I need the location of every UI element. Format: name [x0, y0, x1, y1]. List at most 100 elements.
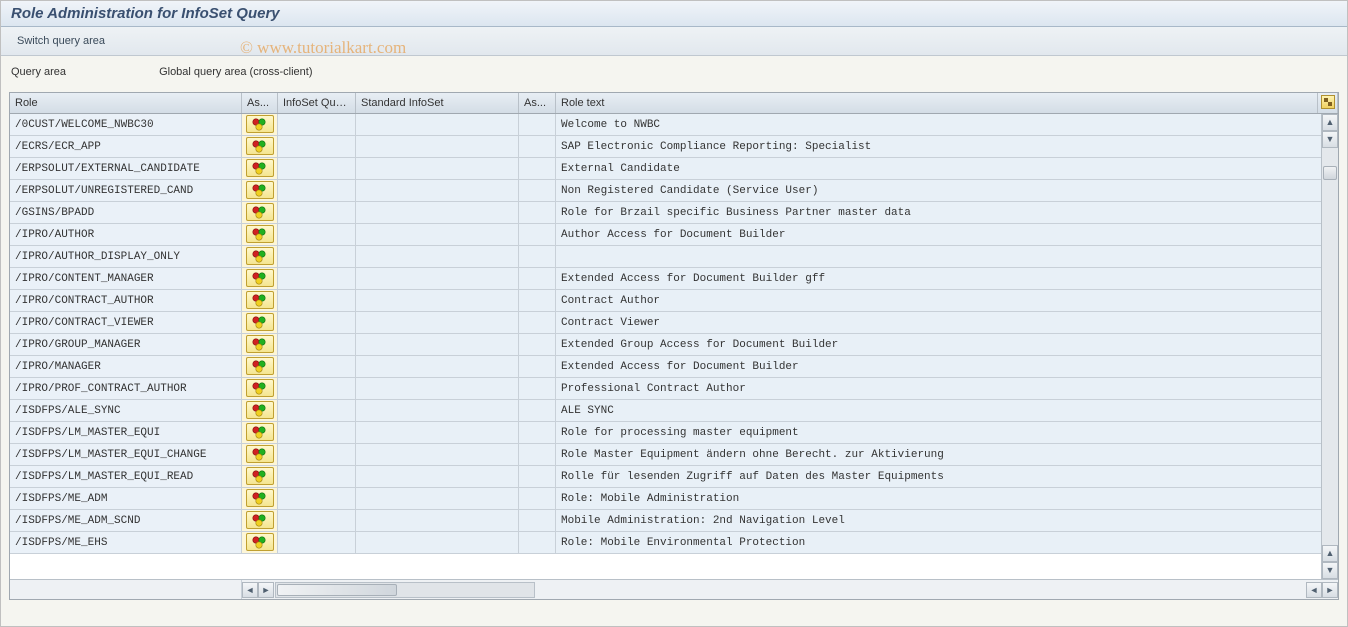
cell-standard-infoset[interactable]: [356, 246, 519, 267]
cell-assign2[interactable]: [519, 158, 556, 179]
cell-infoset-query[interactable]: [278, 114, 356, 135]
hscroll-thumb[interactable]: [277, 584, 397, 596]
cell-role[interactable]: /ERPSOLUT/UNREGISTERED_CAND: [10, 180, 242, 201]
cell-standard-infoset[interactable]: [356, 356, 519, 377]
cell-role[interactable]: /GSINS/BPADD: [10, 202, 242, 223]
table-row[interactable]: /ISDFPS/ME_ADMRole: Mobile Administratio…: [10, 488, 1338, 510]
assign-button[interactable]: [246, 489, 274, 507]
cell-infoset-query[interactable]: [278, 532, 356, 553]
cell-assign2[interactable]: [519, 290, 556, 311]
cell-role-text[interactable]: Contract Author: [556, 290, 1338, 311]
cell-role[interactable]: /ISDFPS/ME_ADM: [10, 488, 242, 509]
cell-role[interactable]: /IPRO/MANAGER: [10, 356, 242, 377]
cell-role[interactable]: /ISDFPS/LM_MASTER_EQUI_CHANGE: [10, 444, 242, 465]
cell-assign2[interactable]: [519, 422, 556, 443]
cell-standard-infoset[interactable]: [356, 378, 519, 399]
cell-role-text[interactable]: Contract Viewer: [556, 312, 1338, 333]
hscroll-track[interactable]: [275, 582, 535, 598]
table-row[interactable]: /IPRO/PROF_CONTRACT_AUTHORProfessional C…: [10, 378, 1338, 400]
assign-button[interactable]: [246, 467, 274, 485]
col-header-role-text[interactable]: Role text: [556, 93, 1318, 113]
cell-role-text[interactable]: Author Access for Document Builder: [556, 224, 1338, 245]
cell-role-text[interactable]: Non Registered Candidate (Service User): [556, 180, 1338, 201]
col-header-standard-infoset[interactable]: Standard InfoSet: [356, 93, 519, 113]
scroll-left-step-icon[interactable]: ◄: [1306, 582, 1322, 598]
cell-infoset-query[interactable]: [278, 246, 356, 267]
cell-infoset-query[interactable]: [278, 466, 356, 487]
cell-infoset-query[interactable]: [278, 400, 356, 421]
cell-role[interactable]: /IPRO/GROUP_MANAGER: [10, 334, 242, 355]
scroll-down-arrow-icon[interactable]: ▼: [1322, 562, 1338, 579]
assign-button[interactable]: [246, 137, 274, 155]
cell-infoset-query[interactable]: [278, 158, 356, 179]
table-row[interactable]: /IPRO/AUTHOR Author Access for Document B…: [10, 224, 1338, 246]
cell-standard-infoset[interactable]: [356, 224, 519, 245]
cell-role[interactable]: /IPRO/CONTRACT_AUTHOR: [10, 290, 242, 311]
cell-infoset-query[interactable]: [278, 268, 356, 289]
cell-standard-infoset[interactable]: [356, 466, 519, 487]
table-row[interactable]: /0CUST/WELCOME_NWBC30 Welcome to NWBC: [10, 114, 1338, 136]
cell-standard-infoset[interactable]: [356, 136, 519, 157]
cell-role[interactable]: /IPRO/CONTENT_MANAGER: [10, 268, 242, 289]
assign-button[interactable]: [246, 357, 274, 375]
vertical-scrollbar[interactable]: ▲ ▼ ▲ ▼: [1321, 114, 1338, 579]
cell-infoset-query[interactable]: [278, 422, 356, 443]
switch-query-area-button[interactable]: Switch query area: [11, 33, 111, 49]
cell-assign2[interactable]: [519, 114, 556, 135]
cell-infoset-query[interactable]: [278, 510, 356, 531]
cell-role-text[interactable]: Rolle für lesenden Zugriff auf Daten des…: [556, 466, 1338, 487]
cell-assign2[interactable]: [519, 378, 556, 399]
table-row[interactable]: /IPRO/CONTRACT_AUTHOR Contract Author: [10, 290, 1338, 312]
assign-button[interactable]: [246, 401, 274, 419]
cell-standard-infoset[interactable]: [356, 422, 519, 443]
assign-button[interactable]: [246, 203, 274, 221]
cell-role-text[interactable]: Extended Access for Document Builder gff: [556, 268, 1338, 289]
table-row[interactable]: /ISDFPS/LM_MASTER_EQUI_CHANGE Role Master…: [10, 444, 1338, 466]
cell-assign2[interactable]: [519, 444, 556, 465]
cell-role-text[interactable]: Professional Contract Author: [556, 378, 1338, 399]
cell-assign2[interactable]: [519, 136, 556, 157]
cell-assign2[interactable]: [519, 246, 556, 267]
table-row[interactable]: /ERPSOLUT/UNREGISTERED_CAND Non Registere…: [10, 180, 1338, 202]
assign-button[interactable]: [246, 511, 274, 529]
cell-role[interactable]: /0CUST/WELCOME_NWBC30: [10, 114, 242, 135]
cell-infoset-query[interactable]: [278, 356, 356, 377]
table-row[interactable]: /IPRO/MANAGERExtended Access for Documen…: [10, 356, 1338, 378]
assign-button[interactable]: [246, 379, 274, 397]
scroll-down-step-icon[interactable]: ▼: [1322, 131, 1338, 148]
cell-role[interactable]: /IPRO/AUTHOR: [10, 224, 242, 245]
cell-assign2[interactable]: [519, 532, 556, 553]
cell-assign2[interactable]: [519, 510, 556, 531]
cell-infoset-query[interactable]: [278, 378, 356, 399]
assign-button[interactable]: [246, 313, 274, 331]
cell-role[interactable]: /ISDFPS/LM_MASTER_EQUI_READ: [10, 466, 242, 487]
table-row[interactable]: /IPRO/GROUP_MANAGERExtended Group Access…: [10, 334, 1338, 356]
cell-role[interactable]: /ISDFPS/LM_MASTER_EQUI: [10, 422, 242, 443]
cell-role-text[interactable]: Role Master Equipment ändern ohne Berech…: [556, 444, 1338, 465]
cell-standard-infoset[interactable]: [356, 400, 519, 421]
cell-standard-infoset[interactable]: [356, 532, 519, 553]
col-header-role[interactable]: Role: [10, 93, 242, 113]
assign-button[interactable]: [246, 445, 274, 463]
vscroll-thumb[interactable]: [1323, 166, 1337, 180]
cell-assign2[interactable]: [519, 180, 556, 201]
cell-standard-infoset[interactable]: [356, 158, 519, 179]
vscroll-track[interactable]: [1322, 148, 1338, 545]
cell-standard-infoset[interactable]: [356, 510, 519, 531]
cell-assign2[interactable]: [519, 224, 556, 245]
cell-role-text[interactable]: Role for Brzail specific Business Partne…: [556, 202, 1338, 223]
cell-role[interactable]: /ISDFPS/ME_EHS: [10, 532, 242, 553]
cell-standard-infoset[interactable]: [356, 312, 519, 333]
table-row[interactable]: /ISDFPS/LM_MASTER_EQUI_READ Rolle für les…: [10, 466, 1338, 488]
cell-standard-infoset[interactable]: [356, 488, 519, 509]
cell-role[interactable]: /ISDFPS/ME_ADM_SCND: [10, 510, 242, 531]
col-header-assign2[interactable]: As...: [519, 93, 556, 113]
table-row[interactable]: /ISDFPS/ME_ADM_SCNDMobile Administration…: [10, 510, 1338, 532]
cell-standard-infoset[interactable]: [356, 268, 519, 289]
cell-infoset-query[interactable]: [278, 334, 356, 355]
assign-button[interactable]: [246, 225, 274, 243]
table-row[interactable]: /IPRO/CONTENT_MANAGER Extended Access for…: [10, 268, 1338, 290]
cell-role-text[interactable]: Welcome to NWBC: [556, 114, 1338, 135]
cell-infoset-query[interactable]: [278, 290, 356, 311]
table-row[interactable]: /IPRO/AUTHOR_DISPLAY_ONLY: [10, 246, 1338, 268]
